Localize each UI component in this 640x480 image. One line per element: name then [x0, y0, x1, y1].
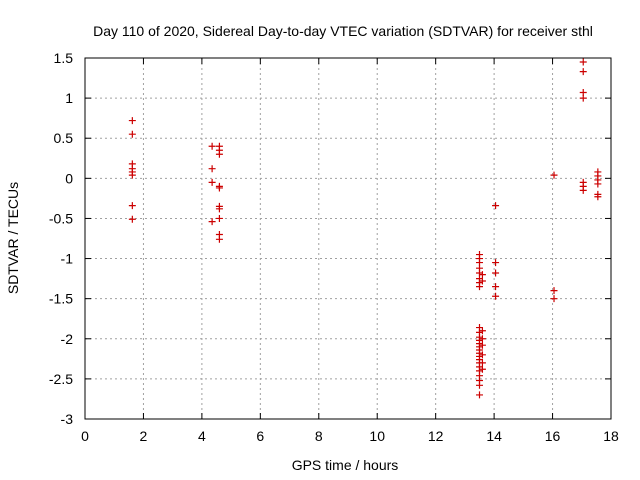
x-tick-label: 2	[140, 428, 148, 444]
y-tick-label: 1	[65, 90, 73, 106]
x-tick-label: 10	[369, 428, 385, 444]
y-tick-label: -2.5	[49, 371, 73, 387]
data-point	[208, 165, 216, 173]
axis-ticks	[84, 57, 612, 420]
data-point	[492, 202, 500, 210]
data-point	[478, 327, 486, 335]
data-point	[478, 351, 486, 359]
data-point	[128, 215, 136, 223]
y-tick-label: -1.5	[49, 291, 73, 307]
y-tick-label: 1.5	[54, 50, 74, 66]
data-point	[579, 68, 587, 76]
data-point	[128, 171, 136, 179]
data-point	[478, 359, 486, 367]
data-point	[492, 269, 500, 277]
data-point	[215, 214, 223, 222]
tick-labels: 0 2 4 6 8 10 12 14 16 18 -3 -2.5 -2 -1.5 -1 -0.5 0 0.5 1 1.…	[49, 50, 619, 444]
y-tick-label: 0.5	[54, 130, 74, 146]
data-point	[478, 341, 486, 349]
data-point	[550, 287, 558, 295]
data-point	[476, 283, 483, 291]
data-point	[579, 94, 587, 102]
data-point	[594, 193, 602, 201]
data-point	[579, 58, 587, 66]
data-point	[476, 381, 483, 389]
data-point	[208, 178, 216, 186]
x-tick-label: 0	[81, 428, 89, 444]
data-point	[478, 365, 486, 373]
data-point	[579, 186, 587, 194]
x-tick-label: 16	[545, 428, 561, 444]
data-point	[128, 117, 136, 125]
data-point	[128, 202, 136, 210]
data-point	[478, 271, 486, 279]
data-points	[128, 58, 602, 399]
data-point	[215, 150, 223, 158]
x-tick-label: 12	[428, 428, 444, 444]
data-point	[215, 184, 223, 192]
y-tick-label: -0.5	[49, 210, 73, 226]
y-tick-label: -3	[61, 411, 74, 427]
data-point	[550, 295, 558, 303]
data-point	[492, 259, 500, 267]
x-tick-label: 18	[603, 428, 619, 444]
x-tick-label: 8	[315, 428, 323, 444]
y-tick-label: 0	[65, 170, 73, 186]
data-point	[215, 235, 223, 243]
x-tick-label: 6	[256, 428, 264, 444]
x-tick-label: 4	[198, 428, 206, 444]
data-point	[550, 171, 558, 179]
data-point	[478, 335, 486, 343]
data-point	[208, 142, 216, 150]
data-point	[478, 277, 486, 285]
plot-frame	[84, 57, 612, 420]
data-point	[128, 130, 136, 138]
y-axis-label: SDTVAR / TECUs	[5, 182, 21, 294]
chart-title: Day 110 of 2020, Sidereal Day-to-day VTE…	[93, 23, 593, 39]
y-tick-label: -1	[61, 251, 74, 267]
data-point	[215, 205, 223, 213]
x-axis-label: GPS time / hours	[292, 457, 399, 473]
data-point	[492, 283, 500, 291]
grid	[85, 58, 611, 419]
data-point	[208, 218, 216, 226]
data-point	[492, 292, 500, 300]
data-point	[476, 391, 483, 399]
data-point	[594, 180, 602, 188]
y-tick-label: -2	[61, 331, 74, 347]
x-tick-label: 14	[486, 428, 502, 444]
